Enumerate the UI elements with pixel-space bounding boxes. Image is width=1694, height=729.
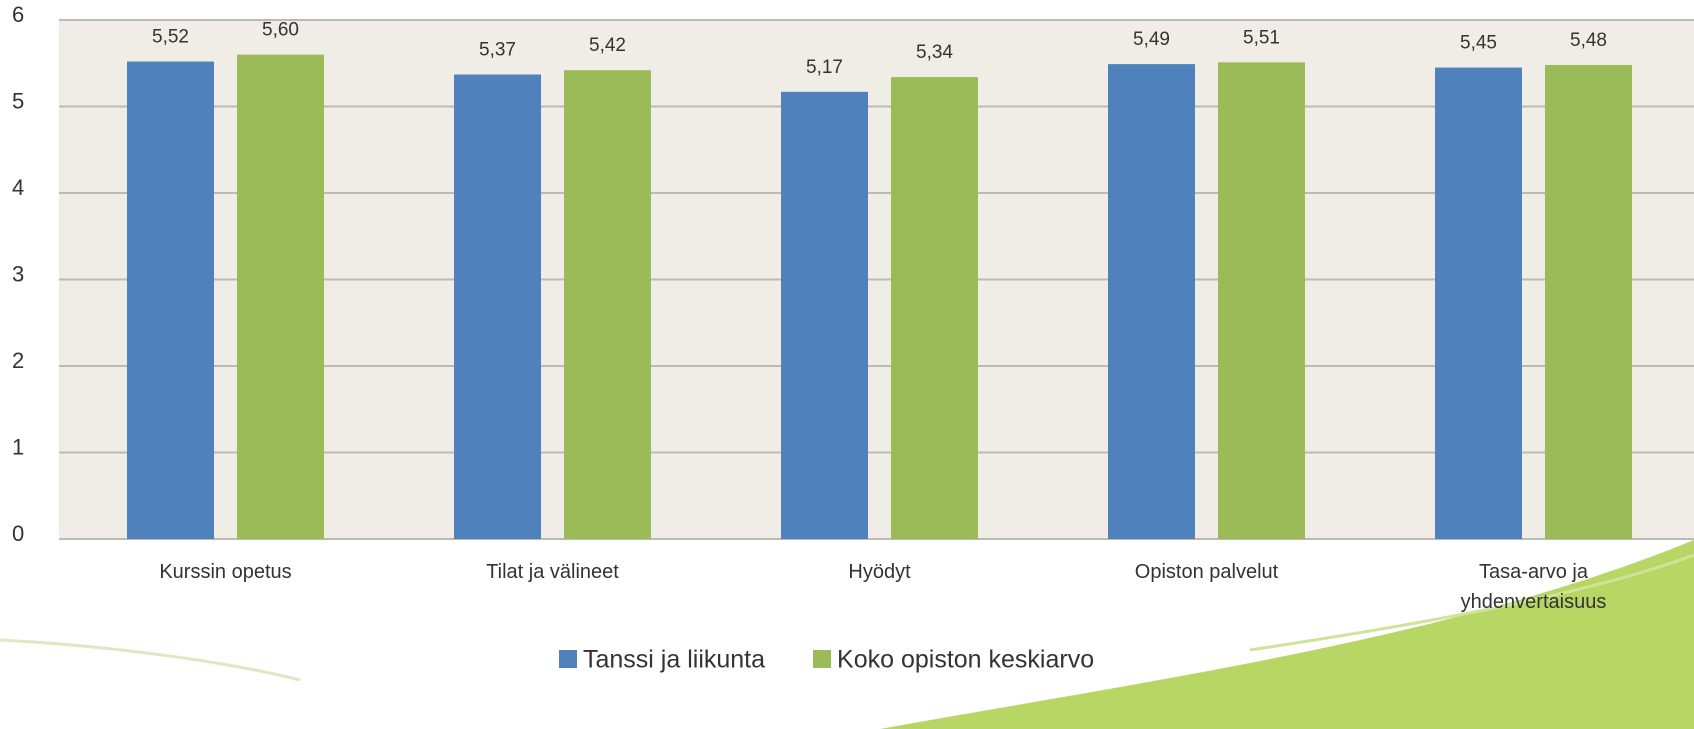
x-tick-label: Kurssin opetus: [116, 557, 336, 587]
bar: [564, 70, 651, 539]
x-tick-label: Opiston palvelut: [1097, 557, 1317, 587]
x-tick-label-box: Kurssin opetus: [116, 557, 336, 627]
bar: [1108, 64, 1195, 539]
x-tick-label-box: Tilat ja välineet: [443, 557, 663, 627]
x-tick-label-box: Tasa-arvo ja yhdenvertaisuus: [1424, 557, 1644, 627]
y-tick-label: 1: [12, 434, 24, 459]
bar: [891, 77, 978, 539]
value-label: 5,42: [589, 35, 626, 56]
legend-label: Tanssi ja liikunta: [583, 646, 765, 674]
y-tick-label: 2: [12, 348, 24, 373]
y-tick-label: 5: [12, 88, 24, 113]
chart: Tanssi ja liikunta Koko opiston keskiarvo…: [0, 0, 1694, 729]
y-tick-label: 3: [12, 261, 24, 286]
x-tick-label: Tasa-arvo ja yhdenvertaisuus: [1424, 557, 1644, 617]
value-label: 5,49: [1133, 29, 1170, 50]
bar: [237, 55, 324, 539]
value-label: 5,60: [262, 20, 299, 41]
bar: [454, 74, 541, 539]
bar: [1218, 62, 1305, 539]
legend-swatch: [559, 650, 577, 668]
legend-label: Koko opiston keskiarvo: [837, 646, 1094, 674]
bar: [1435, 68, 1522, 539]
bar: [781, 92, 868, 539]
x-tick-label-box: Hyödyt: [770, 557, 990, 627]
x-tick-label-box: Opiston palvelut: [1097, 557, 1317, 627]
value-label: 5,17: [806, 57, 843, 78]
y-tick-label: 4: [12, 175, 24, 200]
bar: [127, 62, 214, 539]
x-tick-label: Hyödyt: [770, 557, 990, 587]
legend: Tanssi ja liikunta Koko opiston keskiarvo: [559, 646, 1094, 674]
value-label: 5,52: [152, 27, 189, 48]
y-tick-label: 6: [12, 2, 24, 27]
bar: [1545, 65, 1632, 539]
y-tick-label: 0: [12, 521, 24, 546]
value-label: 5,51: [1243, 27, 1280, 48]
legend-swatch: [813, 650, 831, 668]
value-label: 5,37: [479, 40, 516, 61]
value-label: 5,48: [1570, 30, 1607, 51]
decor-line: [0, 640, 300, 680]
x-tick-label: Tilat ja välineet: [443, 557, 663, 587]
value-label: 5,34: [916, 42, 953, 63]
value-label: 5,45: [1460, 33, 1497, 54]
